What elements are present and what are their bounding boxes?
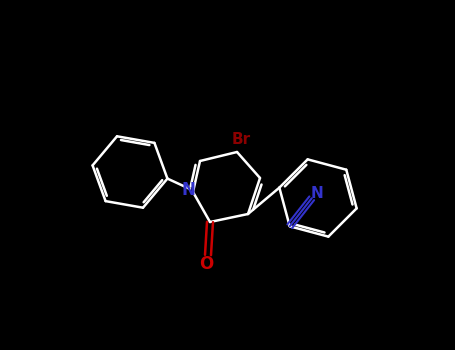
Text: N: N: [181, 181, 195, 199]
Text: Br: Br: [232, 132, 251, 147]
Text: O: O: [199, 255, 213, 273]
Text: N: N: [310, 186, 323, 201]
